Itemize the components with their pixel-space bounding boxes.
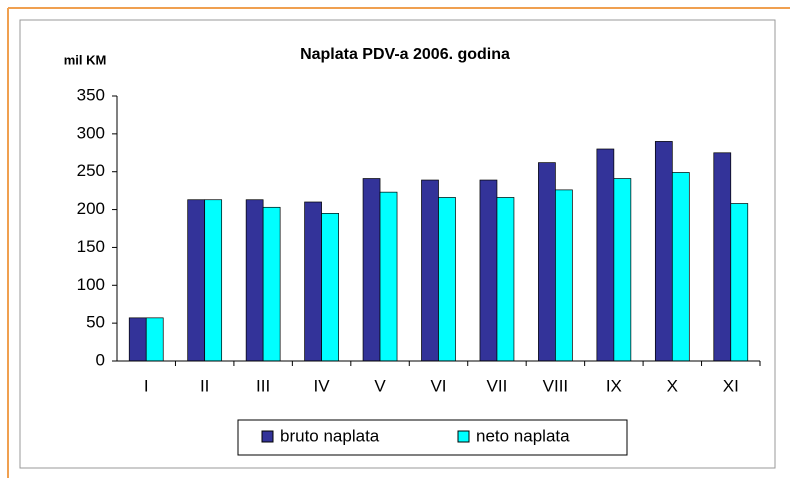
bar (304, 201, 322, 362)
bar (713, 152, 732, 362)
bar (730, 203, 749, 362)
bar (245, 199, 264, 362)
x-tick-label: VIII (543, 376, 569, 395)
bar (362, 178, 381, 362)
legend-swatch (457, 430, 470, 443)
chart-border (19, 19, 776, 469)
bar (187, 199, 206, 362)
bar (421, 179, 439, 362)
bar (613, 178, 632, 362)
y-tick-label: 50 (86, 313, 105, 332)
chart-title: Naplata PDV-a 2006. godina (300, 46, 510, 63)
bar (145, 317, 164, 362)
x-tick-label: IX (606, 376, 622, 395)
bar (379, 191, 398, 362)
x-tick-label: IV (314, 376, 331, 395)
y-axis-label: mil KM (64, 52, 107, 67)
x-tick-label: VI (430, 376, 446, 395)
x-tick-label: I (144, 376, 149, 395)
bar (496, 197, 515, 362)
y-tick-label: 250 (77, 161, 105, 180)
y-tick-label: 100 (77, 275, 105, 294)
bar (321, 213, 339, 362)
y-tick-label: 200 (77, 199, 105, 218)
bar (671, 172, 690, 362)
y-tick-label: 150 (77, 237, 105, 256)
y-tick-label: 300 (77, 123, 105, 142)
legend-box (237, 419, 628, 456)
x-tick-label: VII (487, 376, 508, 395)
legend-label: bruto naplata (280, 426, 380, 445)
bar (204, 199, 223, 362)
x-tick-label: X (667, 376, 678, 395)
bar (654, 141, 673, 362)
x-tick-label: V (374, 376, 386, 395)
bar (538, 162, 556, 362)
bar (555, 189, 573, 362)
y-tick-label: 350 (77, 85, 105, 104)
bar (438, 197, 456, 362)
x-tick-label: II (200, 376, 209, 395)
bar (596, 148, 615, 362)
legend-swatch (261, 430, 274, 443)
x-tick-label: III (256, 376, 270, 395)
x-tick-label: XI (723, 376, 739, 395)
bar (128, 317, 147, 362)
bar (479, 179, 498, 362)
y-tick-label: 0 (96, 350, 105, 369)
bar (262, 206, 281, 362)
legend-label: neto naplata (476, 426, 570, 445)
